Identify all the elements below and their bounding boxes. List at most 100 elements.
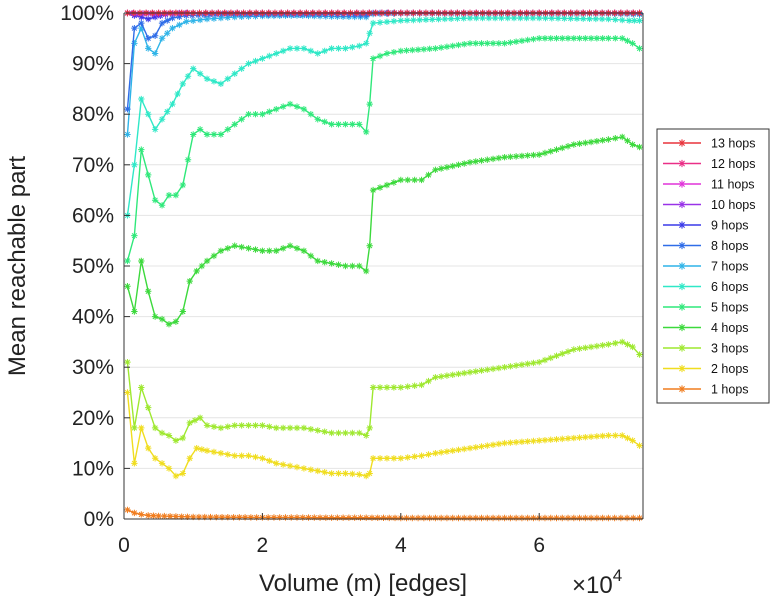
data-point (169, 24, 176, 32)
data-point (193, 444, 200, 452)
data-point (217, 424, 225, 432)
legend-swatch-marker (678, 139, 686, 147)
data-point (172, 472, 180, 480)
data-point (461, 369, 468, 377)
data-point (238, 452, 245, 459)
data-point (151, 197, 159, 204)
data-point (259, 422, 266, 429)
data-point (530, 514, 537, 522)
data-point (461, 41, 468, 48)
data-point (218, 513, 226, 521)
data-point (179, 80, 187, 88)
data-point (247, 514, 255, 521)
data-point (273, 424, 280, 432)
data-point (636, 45, 643, 52)
data-point (172, 191, 180, 199)
data-point (190, 17, 197, 24)
data-point (273, 105, 280, 113)
data-point (478, 367, 485, 374)
data-point (224, 14, 231, 21)
legend-item-1-hops: 1 hops (663, 383, 749, 397)
data-point (217, 80, 225, 88)
data-point (179, 434, 187, 442)
data-point (366, 30, 373, 37)
data-point (530, 437, 537, 445)
data-point (155, 512, 162, 520)
data-point (245, 422, 252, 429)
data-point (507, 439, 514, 446)
data-point (501, 154, 508, 161)
data-point (145, 404, 152, 411)
data-point (151, 424, 159, 432)
data-point (489, 514, 497, 522)
legend-label: 2 hops (711, 362, 749, 376)
data-point (380, 514, 387, 522)
data-point (472, 368, 479, 375)
data-point (335, 121, 342, 128)
data-point (169, 100, 176, 108)
data-point (124, 257, 131, 265)
data-point (504, 14, 511, 22)
data-point (196, 70, 204, 77)
data-point (489, 40, 497, 47)
data-point (472, 444, 479, 451)
data-point (478, 40, 485, 47)
data-point (190, 131, 197, 138)
data-point (587, 343, 595, 351)
data-point (307, 466, 315, 473)
data-point (397, 384, 404, 391)
data-point (334, 514, 341, 521)
data-point (631, 17, 638, 24)
data-point (314, 257, 321, 265)
legend-swatch-marker (678, 241, 686, 250)
data-point (224, 245, 231, 252)
x-tick-label: 0 (118, 534, 130, 557)
data-point (580, 15, 587, 22)
data-point (266, 423, 273, 430)
data-point (321, 118, 328, 125)
data-point (224, 423, 231, 430)
data-point (426, 514, 433, 522)
data-point (363, 11, 370, 19)
data-point (420, 46, 428, 53)
data-point (191, 417, 199, 424)
data-point (363, 472, 370, 480)
legend-item-10-hops: 10 hops (663, 198, 755, 212)
data-point (390, 18, 398, 25)
data-point (605, 514, 612, 522)
data-point (356, 471, 363, 478)
data-point (165, 465, 173, 472)
x-axis-label: Volume (m) [edges] (259, 570, 467, 597)
data-point (363, 267, 370, 275)
data-point (335, 470, 342, 477)
data-point (473, 14, 480, 22)
data-point (264, 12, 272, 20)
data-point (548, 15, 555, 22)
data-point (624, 341, 631, 348)
data-point (376, 52, 384, 60)
data-point (259, 111, 266, 118)
data-point (314, 116, 321, 123)
data-point (409, 514, 416, 522)
data-point (203, 447, 211, 454)
data-point (403, 47, 410, 54)
legend-swatch-marker (678, 180, 686, 188)
data-point (286, 242, 294, 249)
data-point (629, 437, 636, 444)
y-tick-label: 80% (72, 103, 114, 126)
series-layer (124, 9, 643, 522)
data-point (598, 15, 606, 23)
data-point (592, 15, 600, 23)
data-point (425, 451, 432, 458)
data-point (625, 17, 633, 24)
data-point (241, 514, 249, 521)
data-point (599, 342, 606, 349)
data-point (314, 427, 321, 434)
data-point (524, 438, 531, 445)
data-point (624, 434, 631, 442)
data-point (518, 514, 526, 522)
data-point (349, 121, 356, 128)
data-point (273, 50, 280, 57)
legend-item-3-hops: 3 hops (663, 342, 749, 356)
legend-item-8-hops: 8 hops (663, 239, 749, 253)
